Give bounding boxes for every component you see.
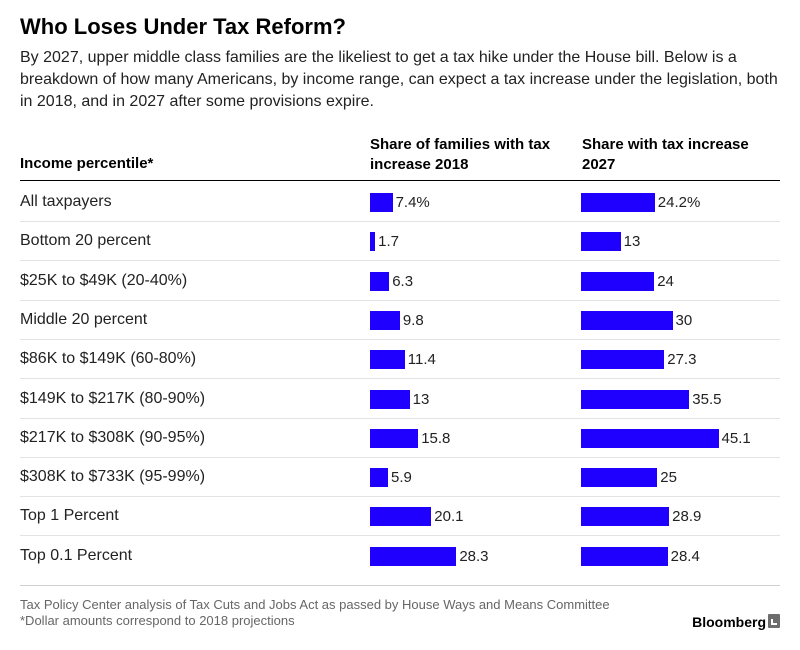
value-label-2018: 6.3 [392, 272, 414, 290]
bar-2027 [581, 546, 668, 566]
row-divider [20, 299, 780, 301]
category-label: $25K to $49K (20-40%) [20, 271, 188, 289]
table-row: $25K to $49K (20-40%) 6.3 24 [0, 262, 800, 301]
row-divider [20, 338, 780, 340]
table-row: Bottom 20 percent 1.7 13 [0, 222, 800, 262]
footnote-line: *Dollar amounts correspond to 2018 proje… [20, 613, 295, 628]
chart-title: Who Loses Under Tax Reform? [20, 14, 346, 39]
value-label-2018: 28.3 [459, 547, 489, 565]
bar-2027 [581, 232, 621, 252]
category-label: Top 0.1 Percent [20, 546, 133, 564]
value-label-2027: 28.4 [670, 547, 700, 565]
bar-2018 [370, 428, 419, 448]
bar-2018 [370, 271, 390, 291]
category-label: Bottom 20 percent [20, 232, 151, 250]
row-divider [20, 378, 780, 380]
bar-2018 [370, 507, 432, 527]
table-row: Top 1 Percent 20.1 28.9 [0, 497, 800, 537]
bar-2027 [581, 428, 719, 448]
bar-2027 [581, 468, 658, 488]
bar-2027 [581, 193, 655, 212]
category-label: Top 1 Percent [20, 507, 119, 525]
column-header-income: Income percentile* [20, 155, 154, 172]
value-label-2027: 25 [660, 469, 677, 487]
bar-2027 [581, 389, 690, 409]
bar-2018 [370, 468, 388, 488]
header-divider [20, 180, 780, 181]
value-label-2027: 27.3 [667, 351, 697, 369]
value-label-2018: 7.4% [395, 194, 430, 211]
bar-2018 [370, 546, 457, 566]
bar-2027 [581, 271, 655, 291]
bloomberg-logo: Bloomberg [692, 614, 766, 630]
bar-2027 [581, 507, 670, 527]
category-label: $217K to $308K (90-95%) [20, 428, 206, 446]
bar-2018 [370, 310, 400, 330]
table-row: All taxpayers 7.4% 24.2% [0, 183, 800, 222]
value-label-2018: 1.7 [378, 233, 400, 251]
category-label: Middle 20 percent [20, 310, 148, 328]
category-label: $149K to $217K (80-90%) [20, 389, 206, 407]
value-label-2027: 28.9 [672, 508, 702, 526]
bar-2018 [370, 350, 405, 370]
bar-2018 [370, 389, 410, 409]
table-row: $217K to $308K (90-95%) 15.8 45.1 [0, 419, 800, 458]
table-row: Middle 20 percent 9.8 30 [0, 301, 800, 340]
column-header-2027: Share with tax increase 2027 [582, 136, 749, 173]
source-line: Tax Policy Center analysis of Tax Cuts a… [20, 597, 610, 612]
chart-subtitle: By 2027, upper middle class families are… [20, 49, 778, 110]
bar-2018 [370, 193, 393, 212]
bar-2018 [370, 232, 376, 252]
table-row: $149K to $217K (80-90%) 13 35.5 [0, 380, 800, 419]
column-header-2018: Share of families with tax increase 2018 [370, 136, 551, 173]
value-label-2018: 15.8 [421, 429, 451, 447]
bar-2027 [581, 350, 665, 370]
value-label-2018: 20.1 [434, 508, 464, 526]
footer-divider [20, 585, 780, 586]
value-label-2018: 5.9 [390, 469, 412, 487]
value-label-2027: 35.5 [692, 390, 722, 408]
source-note: Tax Policy Center analysis of Tax Cuts a… [20, 597, 610, 629]
value-label-2027: 24 [657, 272, 674, 290]
row-divider [20, 456, 780, 458]
category-label: $86K to $149K (60-80%) [20, 350, 197, 368]
row-divider [20, 496, 780, 498]
bloomberg-chart-icon [768, 614, 780, 628]
value-label-2027: 30 [675, 311, 693, 329]
value-label-2027: 24.2% [657, 194, 701, 211]
table-row: Top 0.1 Percent 28.3 28.4 [0, 537, 800, 576]
table-row: $86K to $149K (60-80%) 11.4 27.3 [0, 340, 800, 380]
value-label-2027: 13 [623, 233, 641, 251]
value-label-2018: 13 [412, 390, 430, 408]
value-label-2018: 9.8 [402, 311, 424, 329]
row-divider [20, 260, 780, 262]
bar-2027 [581, 310, 673, 330]
value-label-2018: 11.4 [407, 351, 436, 369]
table-row: $308K to $733K (95-99%) 5.9 25 [0, 458, 800, 498]
category-label: All taxpayers [20, 193, 112, 210]
row-divider [20, 535, 780, 537]
value-label-2027: 45.1 [721, 429, 751, 447]
category-label: $308K to $733K (95-99%) [20, 468, 206, 486]
row-divider [20, 417, 780, 419]
row-divider [20, 221, 780, 222]
